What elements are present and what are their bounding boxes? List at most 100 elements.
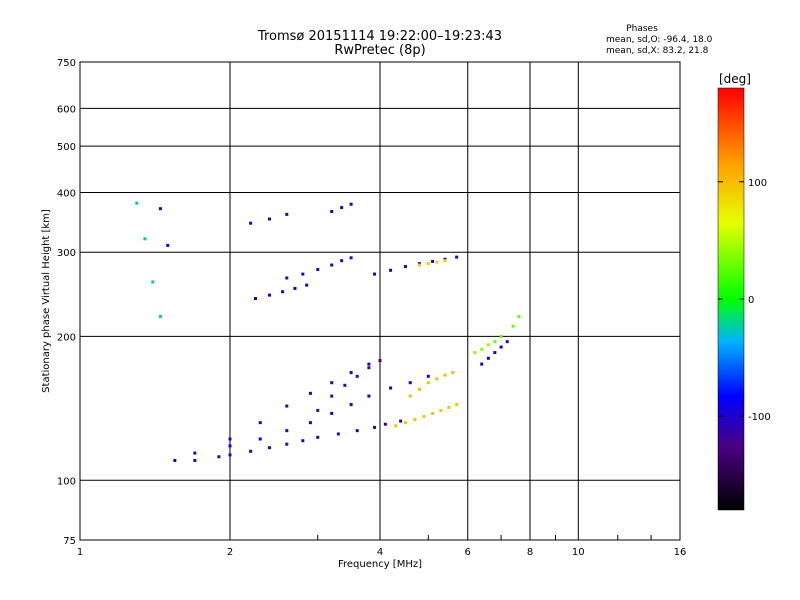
echo-point — [343, 383, 347, 387]
echo-point — [349, 202, 353, 206]
echo-point — [308, 391, 312, 395]
echo-point — [367, 366, 371, 370]
echo-point — [426, 374, 430, 378]
echo-point — [158, 315, 162, 319]
echo-point — [499, 345, 503, 349]
echo-point — [403, 421, 407, 425]
echo-point — [349, 256, 353, 260]
echo-point — [217, 455, 221, 459]
echo-point — [486, 356, 490, 360]
y-ticks: 75 100 200 300 400 500 600 750 — [57, 58, 76, 547]
echo-point — [417, 387, 421, 391]
y-tick-label: 300 — [57, 248, 76, 259]
echo-point — [426, 381, 430, 385]
phases-heading: Phases — [626, 24, 658, 34]
echo-point — [349, 371, 353, 375]
echo-point — [431, 411, 435, 415]
x-tick-label: 1 — [77, 547, 83, 558]
echo-point — [383, 422, 387, 426]
echo-point — [173, 458, 177, 462]
echo-point — [447, 405, 451, 409]
echo-point — [330, 411, 334, 415]
x-tick-label: 6 — [465, 547, 471, 558]
echo-point — [451, 371, 455, 375]
echo-point — [330, 210, 334, 214]
phases-line-x: mean, sd,X: 83.2, 21.8 — [606, 46, 709, 56]
echo-point — [373, 272, 377, 276]
y-tick-label: 75 — [63, 536, 76, 547]
echo-point — [285, 276, 289, 280]
echo-point — [408, 394, 412, 398]
echo-point — [340, 206, 344, 210]
echo-point — [435, 377, 439, 381]
echo-point — [417, 263, 421, 267]
echo-point — [349, 403, 353, 407]
echo-point — [413, 418, 417, 422]
echo-point — [499, 334, 503, 338]
echo-point — [301, 272, 305, 276]
echo-point — [473, 351, 477, 355]
echo-point — [511, 324, 515, 328]
echo-point — [249, 449, 253, 453]
echo-point — [285, 442, 289, 446]
chart-title: Tromsø 20151114 19:22:00–19:23:43 — [257, 29, 502, 44]
echo-point — [285, 429, 289, 433]
echo-point — [285, 212, 289, 216]
echo-point — [143, 237, 147, 241]
echo-point — [293, 286, 297, 290]
y-tick-label: 400 — [57, 188, 76, 199]
echo-point — [355, 374, 359, 378]
x-tick-label: 16 — [674, 547, 687, 558]
echo-point — [480, 347, 484, 351]
colorbar-ticks: 100 0 -100 — [718, 178, 771, 423]
colorbar-tick-label: 0 — [748, 295, 754, 306]
colorbar-tick-label: 100 — [748, 178, 767, 189]
echo-point — [480, 362, 484, 366]
echo-point — [435, 260, 439, 264]
echo-point — [228, 444, 232, 448]
echo-point — [455, 255, 459, 259]
echo-point — [151, 280, 155, 284]
echo-point — [389, 268, 393, 272]
y-tick-label: 750 — [57, 58, 76, 69]
x-axis-label: Frequency [MHz] — [338, 559, 422, 570]
echo-point — [517, 315, 521, 319]
x-tick-label: 8 — [527, 547, 533, 558]
x-tick-label: 2 — [227, 547, 233, 558]
echo-point — [431, 259, 435, 263]
y-tick-label: 600 — [57, 104, 76, 115]
echo-point — [389, 386, 393, 390]
echo-point — [193, 451, 197, 455]
echo-point — [316, 435, 320, 439]
y-tick-label: 500 — [57, 142, 76, 153]
echo-point — [399, 419, 403, 423]
echo-point — [373, 425, 377, 429]
y-tick-label: 200 — [57, 332, 76, 343]
echo-point — [493, 340, 497, 344]
echo-point — [455, 403, 459, 407]
echo-point — [367, 362, 371, 366]
echo-point — [505, 340, 509, 344]
colorbar-tick-label: -100 — [748, 412, 771, 423]
echo-point — [166, 243, 170, 247]
echo-point — [340, 259, 344, 263]
echo-point — [281, 290, 285, 294]
echo-point — [443, 259, 447, 263]
echo-point — [330, 263, 334, 267]
phases-line-o: mean, sd,O: -96.4, 18.0 — [606, 35, 713, 45]
echo-point — [493, 351, 497, 355]
y-tick-label: 100 — [57, 476, 76, 487]
echo-point — [193, 458, 197, 462]
x-tick-label: 4 — [377, 547, 383, 558]
echo-point — [258, 437, 262, 441]
echo-point — [330, 394, 334, 398]
colorbar-label: [deg] — [719, 72, 751, 86]
chart-subtitle: RwPretec (8p) — [334, 43, 425, 58]
echo-point — [258, 421, 262, 425]
echo-point — [355, 429, 359, 433]
echo-point — [228, 437, 232, 441]
echo-point — [426, 262, 430, 266]
echo-point — [308, 421, 312, 425]
x-ticks: 1 2 4 6 8 10 16 — [77, 535, 687, 558]
